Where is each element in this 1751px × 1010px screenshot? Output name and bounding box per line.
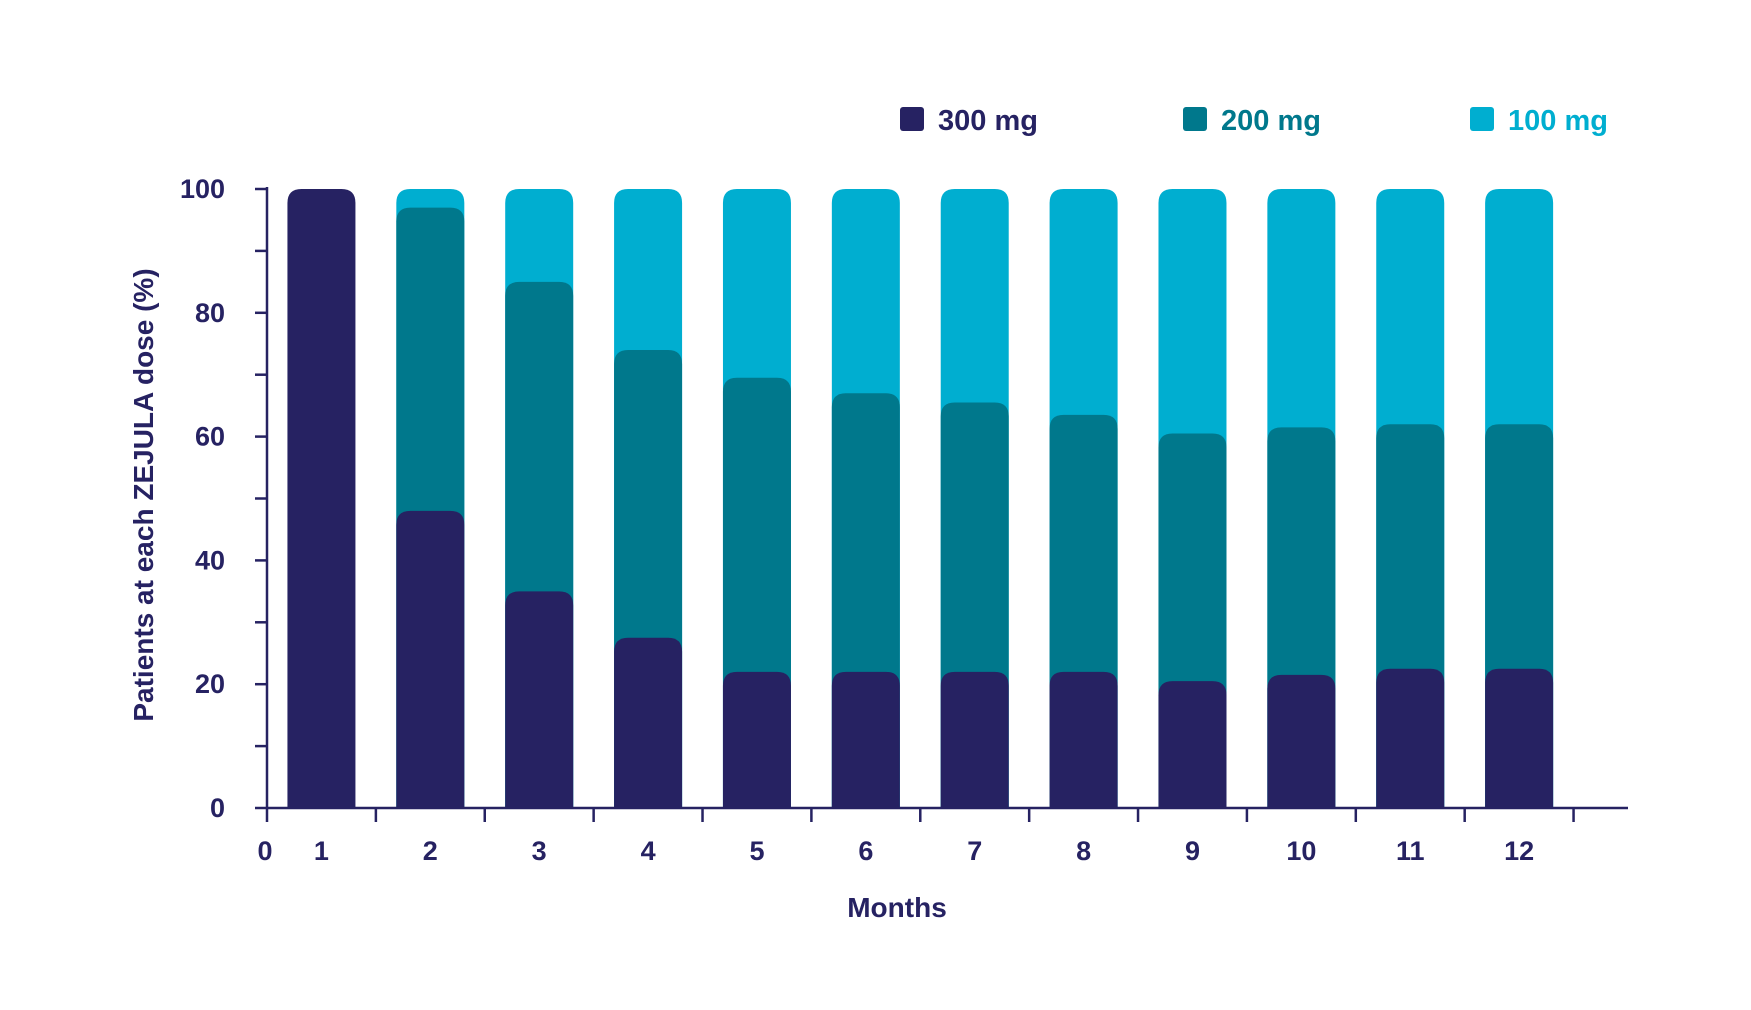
bar-segment-300mg-month-10: [1267, 674, 1336, 808]
x-tick-label: 10: [1286, 836, 1316, 866]
bar-segment-300mg-month-3: [505, 591, 574, 808]
legend-swatch: [900, 107, 924, 131]
x-tick-label: 9: [1185, 836, 1200, 866]
legend-item: 200 mg: [1183, 105, 1321, 137]
x-axis-title: Months: [847, 892, 947, 923]
bar-segment-300mg-month-6: [831, 671, 900, 808]
legend-swatch: [1470, 107, 1494, 131]
bar-segment-300mg-month-11: [1376, 668, 1445, 808]
y-tick-label: 20: [195, 669, 225, 699]
bar-segment-300mg-month-9: [1158, 681, 1227, 808]
x-origin-label: 0: [257, 836, 272, 866]
x-tick-label: 2: [423, 836, 438, 866]
bar-segment-300mg-month-7: [940, 671, 1009, 808]
bar-segment-300mg-month-2: [396, 510, 465, 808]
bar-segment-300mg-month-5: [722, 671, 791, 808]
x-tick-label: 5: [749, 836, 764, 866]
bar-segment-300mg-month-4: [614, 637, 683, 808]
plot-area: [287, 189, 1554, 809]
legend-label: 100 mg: [1508, 105, 1608, 137]
x-tick-label: 4: [641, 836, 656, 866]
y-tick-label: 80: [195, 298, 225, 328]
y-tick-label: 100: [180, 174, 225, 204]
x-tick-label: 11: [1396, 836, 1425, 866]
legend-label: 200 mg: [1221, 105, 1321, 137]
bar-segment-300mg-month-12: [1485, 668, 1554, 808]
legend-label: 300 mg: [938, 105, 1038, 137]
y-axis-title: Patients at each ZEJULA dose (%): [128, 268, 159, 721]
y-tick-label: 40: [195, 545, 225, 575]
legend-item: 300 mg: [900, 105, 1038, 137]
bar-segment-300mg-month-1: [287, 189, 356, 808]
bar-segment-300mg-month-8: [1049, 671, 1118, 808]
x-tick-label: 8: [1076, 836, 1091, 866]
x-tick-label: 12: [1504, 836, 1534, 866]
x-tick-label: 1: [314, 836, 329, 866]
legend-item: 100 mg: [1470, 105, 1608, 137]
x-tick-label: 3: [532, 836, 547, 866]
legend-swatch: [1183, 107, 1207, 131]
x-tick-label: 7: [967, 836, 982, 866]
y-tick-label: 0: [210, 793, 225, 823]
x-tick-label: 6: [858, 836, 873, 866]
y-tick-label: 60: [195, 422, 225, 452]
legend: 300 mg 200 mg 100 mg: [900, 105, 1608, 137]
